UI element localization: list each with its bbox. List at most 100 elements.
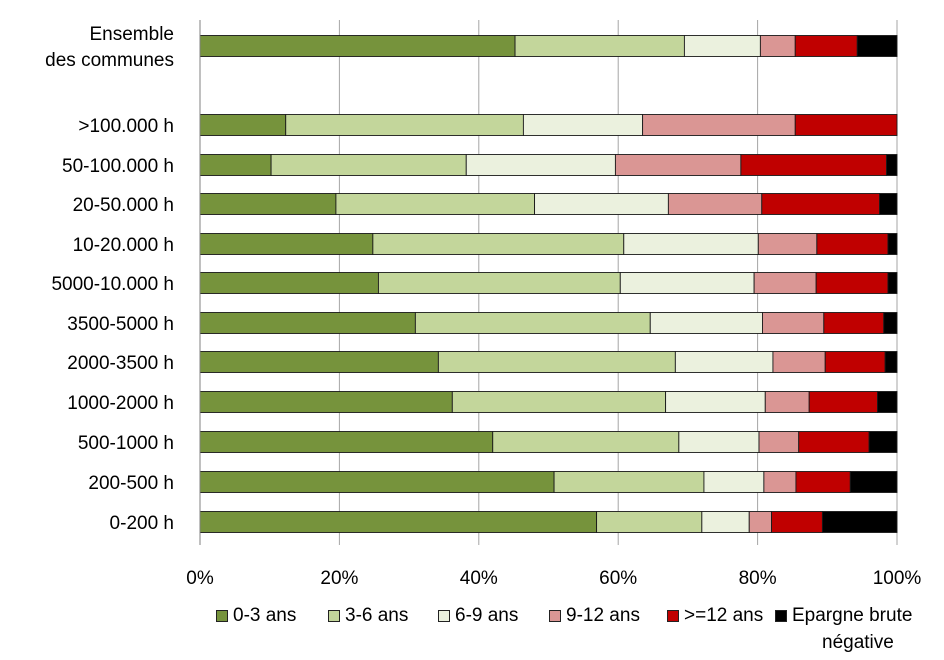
- bar-segment: [761, 193, 881, 215]
- bar-segment: [199, 193, 337, 215]
- bar-segment: [199, 511, 598, 533]
- category-label: 500-1000 h: [78, 433, 174, 454]
- bar-segment: [199, 431, 494, 453]
- bar-segment: [795, 471, 851, 493]
- bar-segment: [451, 391, 667, 413]
- bar-segment: [884, 351, 898, 373]
- bar-segment: [270, 154, 467, 176]
- bar-segment: [824, 351, 886, 373]
- bar-segment: [887, 233, 898, 255]
- category-label: 10-20.000 h: [73, 235, 174, 256]
- x-tick-label: 20%: [320, 568, 358, 589]
- bar-segment: [883, 312, 898, 334]
- x-tick-label: 80%: [739, 568, 777, 589]
- legend-label: 6-9 ans: [455, 605, 519, 626]
- bar-segment: [674, 351, 774, 373]
- legend-swatch: [438, 610, 450, 622]
- category-label: 50-100.000 h: [62, 156, 174, 177]
- bar-segment: [879, 193, 898, 215]
- bar-segment: [665, 391, 766, 413]
- bar-segment: [199, 154, 272, 176]
- bar-segment: [856, 35, 898, 57]
- bar-segment: [199, 391, 453, 413]
- bar-segment: [763, 471, 797, 493]
- bar-segment: [614, 154, 742, 176]
- bar-segment: [868, 431, 898, 453]
- bar-segment: [199, 272, 379, 294]
- bar-segment: [794, 35, 858, 57]
- bar-segment: [522, 114, 644, 136]
- bar-segment: [199, 233, 374, 255]
- bar-segment: [642, 114, 796, 136]
- bar-segment: [437, 351, 676, 373]
- bar-segment: [514, 35, 685, 57]
- bar-segment: [757, 233, 818, 255]
- x-tick-labels: 0% 20% 40% 60% 80% 100%: [186, 568, 921, 589]
- bar-segment: [199, 351, 439, 373]
- legend-swatch: [328, 610, 340, 622]
- stacked-bar-chart: Ensemble des communes >100.000 h 50-100.000…: [45, 20, 921, 589]
- legend-swatch: [549, 610, 561, 622]
- bar-segment: [740, 154, 887, 176]
- legend-label: 3-6 ans: [345, 605, 409, 626]
- bar-segment: [758, 431, 800, 453]
- bar-segment: [877, 391, 898, 413]
- legend-label: négative: [822, 632, 894, 653]
- x-tick-label: 60%: [599, 568, 637, 589]
- bar-segment: [701, 511, 750, 533]
- category-label: 20-50.000 h: [73, 195, 174, 216]
- bar-segment: [748, 511, 772, 533]
- bar-segment: [553, 471, 705, 493]
- bar-segment: [772, 351, 826, 373]
- bar-segment: [771, 511, 823, 533]
- bar-segment: [335, 193, 536, 215]
- category-label: >100.000 h: [78, 116, 174, 137]
- bar-segment: [667, 193, 763, 215]
- bar-segment: [886, 154, 898, 176]
- bar-segment: [377, 272, 621, 294]
- bar-segment: [887, 272, 898, 294]
- bar-segment: [199, 312, 416, 334]
- legend-label: 0-3 ans: [233, 605, 297, 626]
- bar-segment: [414, 312, 651, 334]
- bar-segment: [823, 312, 885, 334]
- bar-segment: [199, 114, 287, 136]
- bar-segment: [849, 471, 898, 493]
- legend-swatch: [667, 610, 679, 622]
- bar-segment: [821, 511, 898, 533]
- bar-segment: [596, 511, 703, 533]
- category-label: Ensemble: [90, 24, 175, 45]
- bars: [199, 35, 898, 533]
- legend-swatch: [775, 610, 787, 622]
- bar-segment: [492, 431, 680, 453]
- bar-segment: [794, 114, 898, 136]
- category-label: 5000-10.000 h: [51, 274, 174, 295]
- bar-segment: [372, 233, 625, 255]
- category-label: 2000-3500 h: [67, 353, 174, 374]
- category-label: 200-500 h: [88, 473, 174, 494]
- bar-segment: [764, 391, 810, 413]
- category-label: des communes: [45, 50, 174, 71]
- legend-swatch: [216, 610, 228, 622]
- bar-segment: [816, 233, 889, 255]
- bar-segment: [815, 272, 889, 294]
- category-labels: Ensemble des communes >100.000 h 50-100.000…: [45, 24, 174, 534]
- bar-segment: [199, 35, 516, 57]
- category-label: 0-200 h: [110, 513, 174, 534]
- x-tick-label: 0%: [186, 568, 214, 589]
- x-tick-label: 40%: [460, 568, 498, 589]
- category-label: 1000-2000 h: [67, 393, 174, 414]
- bar-segment: [808, 391, 878, 413]
- x-tick-label: 100%: [873, 568, 922, 589]
- legend-label: 9-12 ans: [566, 605, 640, 626]
- bar-segment: [762, 312, 825, 334]
- legend-label: Epargne brute: [792, 605, 913, 626]
- bar-segment: [753, 272, 817, 294]
- bar-segment: [285, 114, 524, 136]
- bar-segment: [534, 193, 669, 215]
- bar-segment: [759, 35, 796, 57]
- bar-segment: [465, 154, 616, 176]
- category-label: 3500-5000 h: [67, 314, 174, 335]
- bar-segment: [649, 312, 763, 334]
- legend-label: >=12 ans: [684, 605, 764, 626]
